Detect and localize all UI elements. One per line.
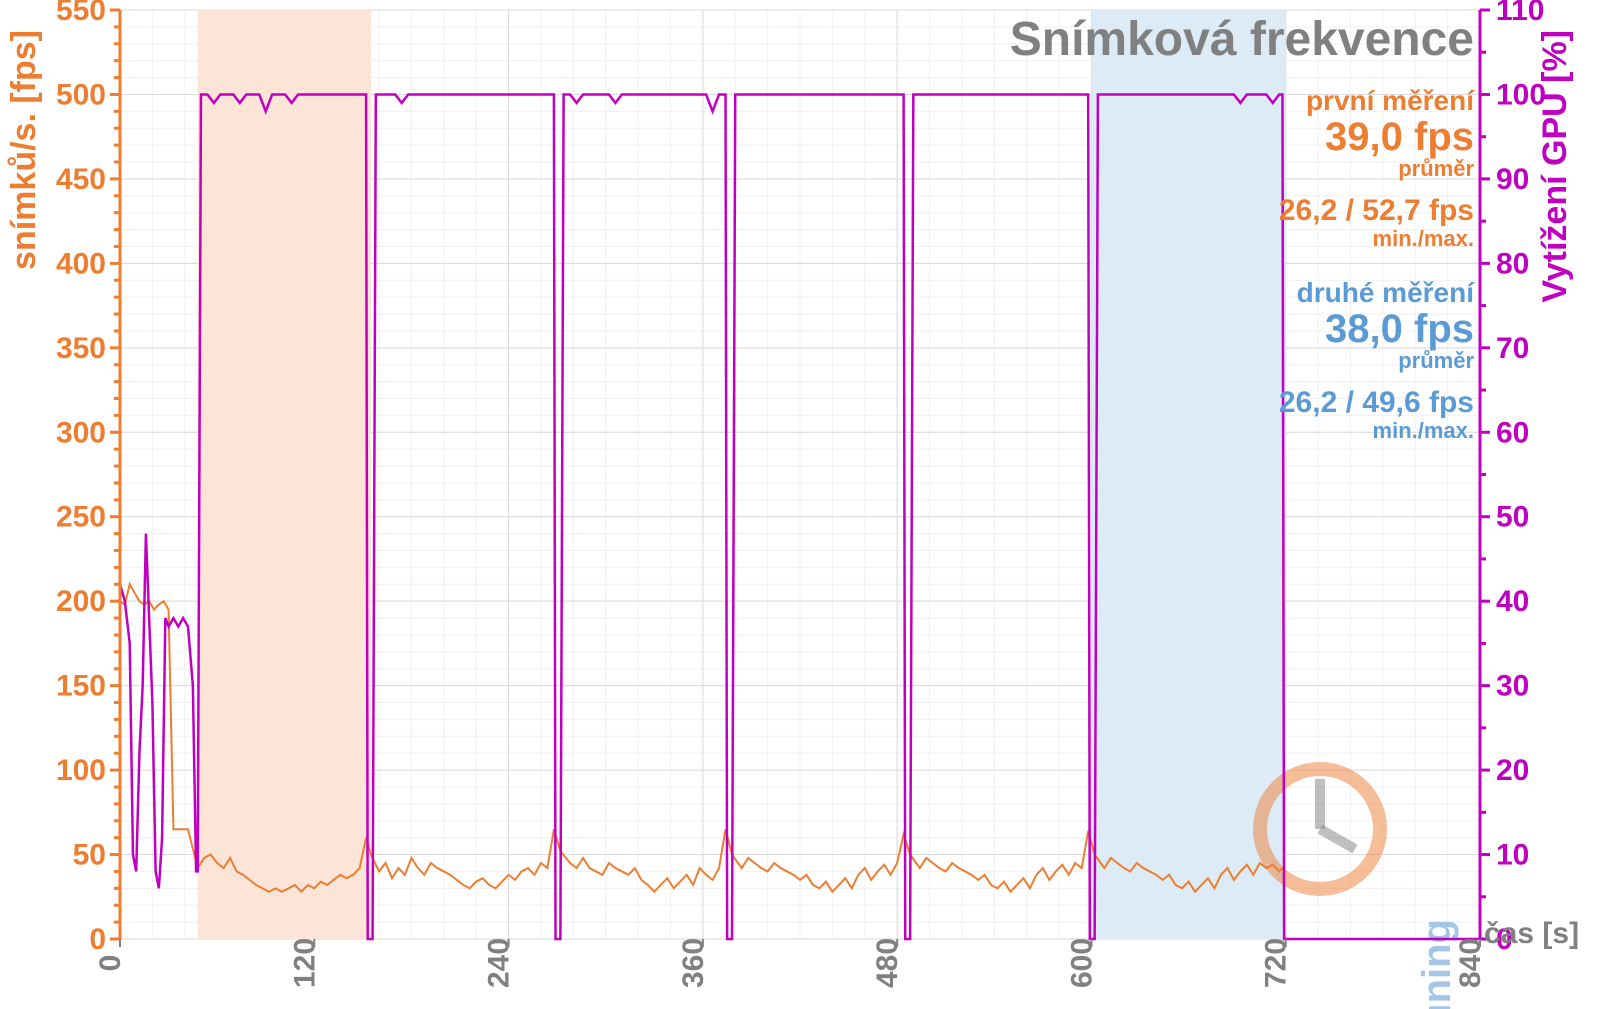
right-tick-label: 90 [1496,163,1529,196]
left-tick-label: 50 [73,839,106,872]
x-tick-label: 600 [1065,938,1098,988]
left-tick-label: 0 [89,923,106,956]
first-measurement [198,10,371,939]
right-tick-label: 110 [1496,0,1544,27]
right-tick-label: 60 [1496,416,1529,449]
x-tick-label: 360 [677,938,710,988]
left-tick-label: 550 [56,0,106,27]
x-tick-label: 720 [1260,938,1293,988]
x-tick-label: 480 [871,938,904,988]
chart-title: Snímková frekvence [1010,13,1474,66]
left-tick-label: 150 [56,670,106,703]
left-tick-label: 400 [56,247,106,280]
m2-avg: 38,0 fps [1325,307,1474,351]
right-axis-title: Vytížení GPU [%] [1536,30,1574,303]
right-tick-label: 20 [1496,754,1529,787]
right-tick-label: 70 [1496,332,1529,365]
right-tick-label: 80 [1496,247,1529,280]
right-tick-label: 10 [1496,839,1529,872]
m1-heading: první měření [1306,85,1475,116]
m1-range: 26,2 / 52,7 fps [1279,194,1474,227]
m2-range-label: min./max. [1373,418,1474,443]
m2-heading: druhé měření [1297,277,1476,308]
right-tick-label: 40 [1496,585,1529,618]
x-axis-title: čas [s] [1484,917,1579,950]
left-tick-label: 500 [56,78,106,111]
left-axis-title: snímků/s. [fps] [5,30,43,270]
m1-avg: 39,0 fps [1325,115,1474,159]
x-tick-label: 840 [1454,938,1487,988]
watermark: pctuning [1415,919,1459,1009]
right-tick-label: 30 [1496,670,1529,703]
x-tick-label: 240 [483,938,516,988]
left-tick-label: 350 [56,332,106,365]
left-tick-label: 100 [56,754,106,787]
right-tick-label: 50 [1496,501,1529,534]
x-tick-label: 0 [94,955,127,972]
left-tick-label: 450 [56,163,106,196]
left-tick-label: 200 [56,585,106,618]
m2-range: 26,2 / 49,6 fps [1279,386,1474,419]
second-measurement [1091,10,1285,939]
x-tick-label: 120 [288,938,321,988]
m1-range-label: min./max. [1373,226,1474,251]
m1-avg-label: průměr [1398,156,1474,181]
left-tick-label: 300 [56,416,106,449]
chart-svg: pctuning05010015020025030035040045050055… [0,0,1600,1009]
m2-avg-label: průměr [1398,348,1474,373]
left-tick-label: 250 [56,501,106,534]
chart-container: pctuning05010015020025030035040045050055… [0,0,1600,1009]
